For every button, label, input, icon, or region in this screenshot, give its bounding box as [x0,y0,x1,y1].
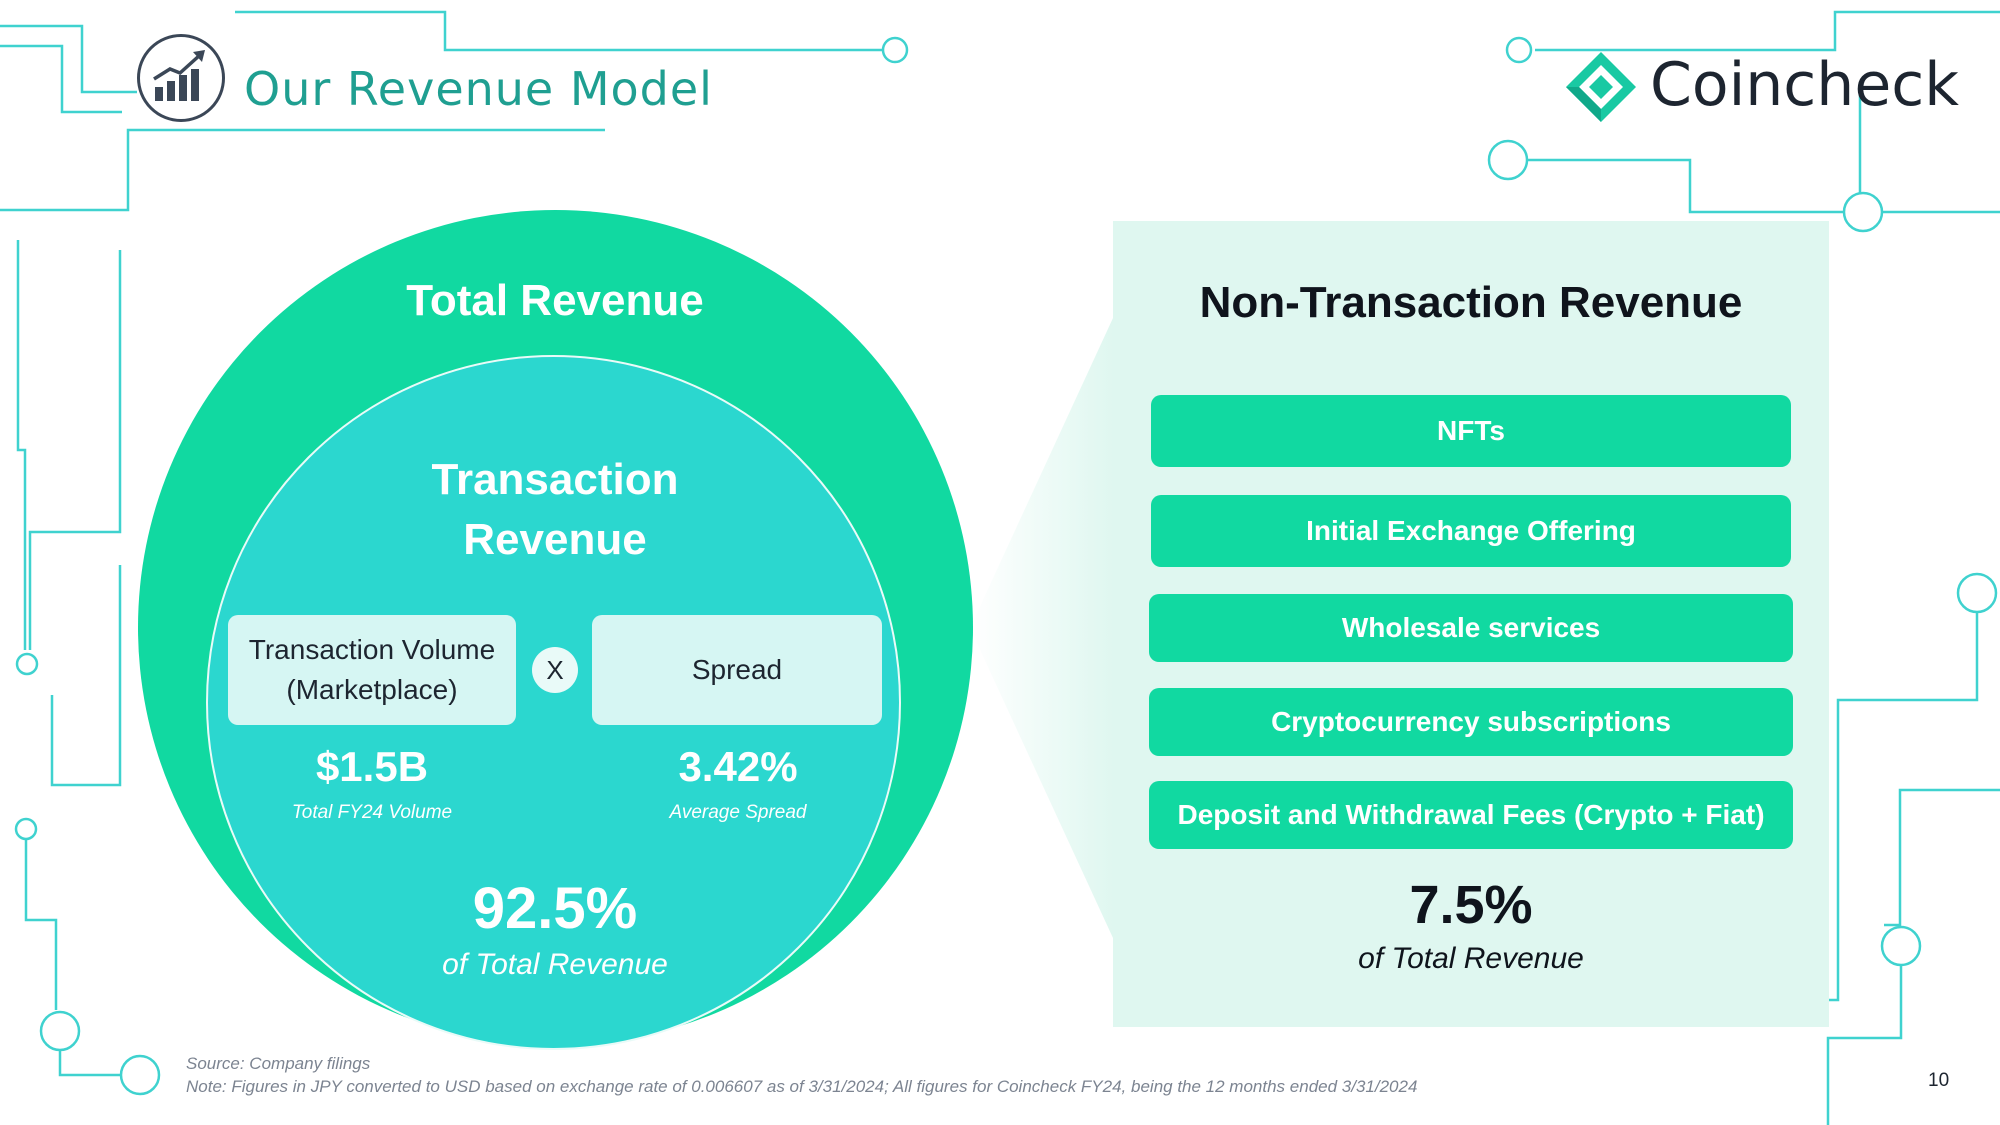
transaction-title-line2: Revenue [463,515,647,564]
non-transaction-share-caption: of Total Revenue [1358,942,1584,975]
logo-wordmark: Coincheck [1650,50,1959,120]
spread-label: Spread [691,654,783,685]
volume-caption: Total FY24 Volume [291,802,453,823]
source-note: Source: Company filings [186,1054,371,1073]
footnote: Note: Figures in JPY converted to USD ba… [186,1077,1418,1096]
coincheck-logo-icon [1566,52,1636,122]
revenue-item-subscriptions: Cryptocurrency subscriptions [1149,688,1793,756]
non-transaction-share-value: 7.5% [1409,875,1533,935]
non-transaction-title: Non-Transaction Revenue [1199,278,1743,327]
volume-value: $1.5B [315,743,429,790]
revenue-item-nfts: NFTs [1151,395,1791,467]
volume-label-line2: (Marketplace) [286,674,458,705]
revenue-item-fees: Deposit and Withdrawal Fees (Crypto + Fi… [1149,781,1793,849]
spread-value: 3.42% [678,743,798,790]
revenue-chart-icon [137,34,225,122]
multiply-sign: X [532,647,578,693]
transaction-volume-box: Transaction Volume (Marketplace) [228,615,516,725]
page-number: 10 [1928,1070,1950,1091]
transaction-revenue-title: Transaction Revenue [330,450,780,570]
spread-caption: Average Spread [669,802,807,823]
revenue-item-ieo: Initial Exchange Offering [1151,495,1791,567]
volume-label-line1: Transaction Volume [248,634,496,665]
spread-box: Spread [592,615,882,725]
transaction-share-value: 92.5% [472,876,638,941]
transaction-share-caption: of Total Revenue [442,948,668,981]
page-title: Our Revenue Model [244,62,713,116]
revenue-item-wholesale: Wholesale services [1149,594,1793,662]
transaction-title-line1: Transaction [431,455,679,504]
total-revenue-title: Total Revenue [406,276,704,325]
